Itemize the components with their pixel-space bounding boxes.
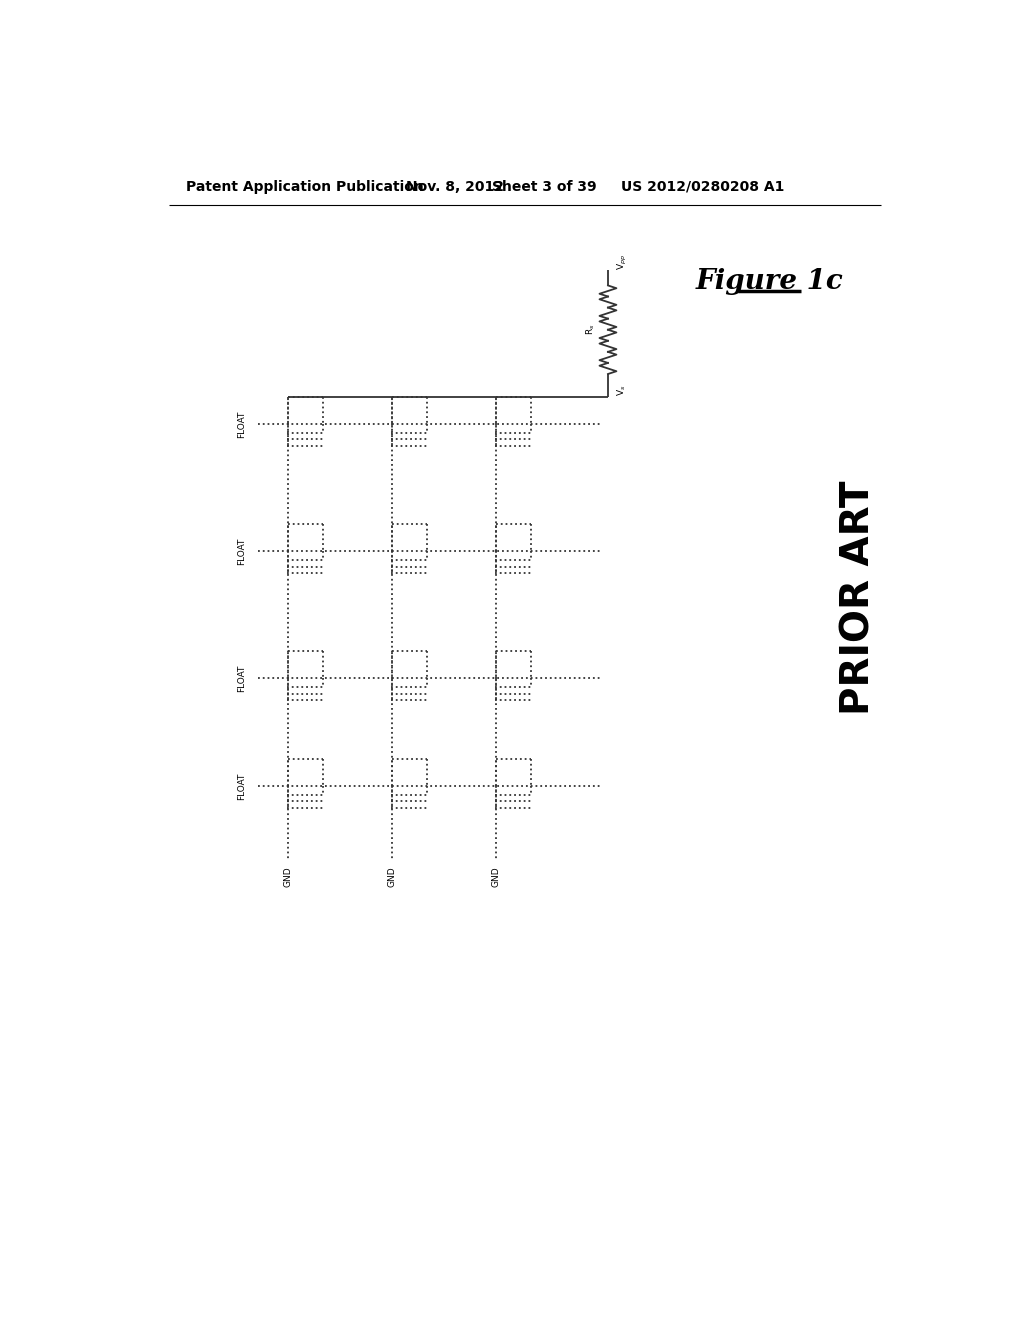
Text: US 2012/0280208 A1: US 2012/0280208 A1 [621,180,784,194]
Text: GND: GND [284,867,293,887]
Text: GND: GND [492,867,501,887]
Text: Figure 1c: Figure 1c [695,268,844,296]
Text: Patent Application Publication: Patent Application Publication [186,180,424,194]
Text: R$_s$: R$_s$ [585,323,597,335]
Text: V$_s$: V$_s$ [615,384,628,396]
Text: PRIOR ART: PRIOR ART [840,480,878,714]
Text: FLOAT: FLOAT [238,664,246,692]
Text: FLOAT: FLOAT [238,537,246,565]
Text: V$_{pp}$: V$_{pp}$ [615,253,629,271]
Text: Nov. 8, 2012: Nov. 8, 2012 [407,180,504,194]
Text: GND: GND [388,867,397,887]
Text: FLOAT: FLOAT [238,411,246,438]
Text: FLOAT: FLOAT [238,772,246,800]
Text: Sheet 3 of 39: Sheet 3 of 39 [493,180,597,194]
